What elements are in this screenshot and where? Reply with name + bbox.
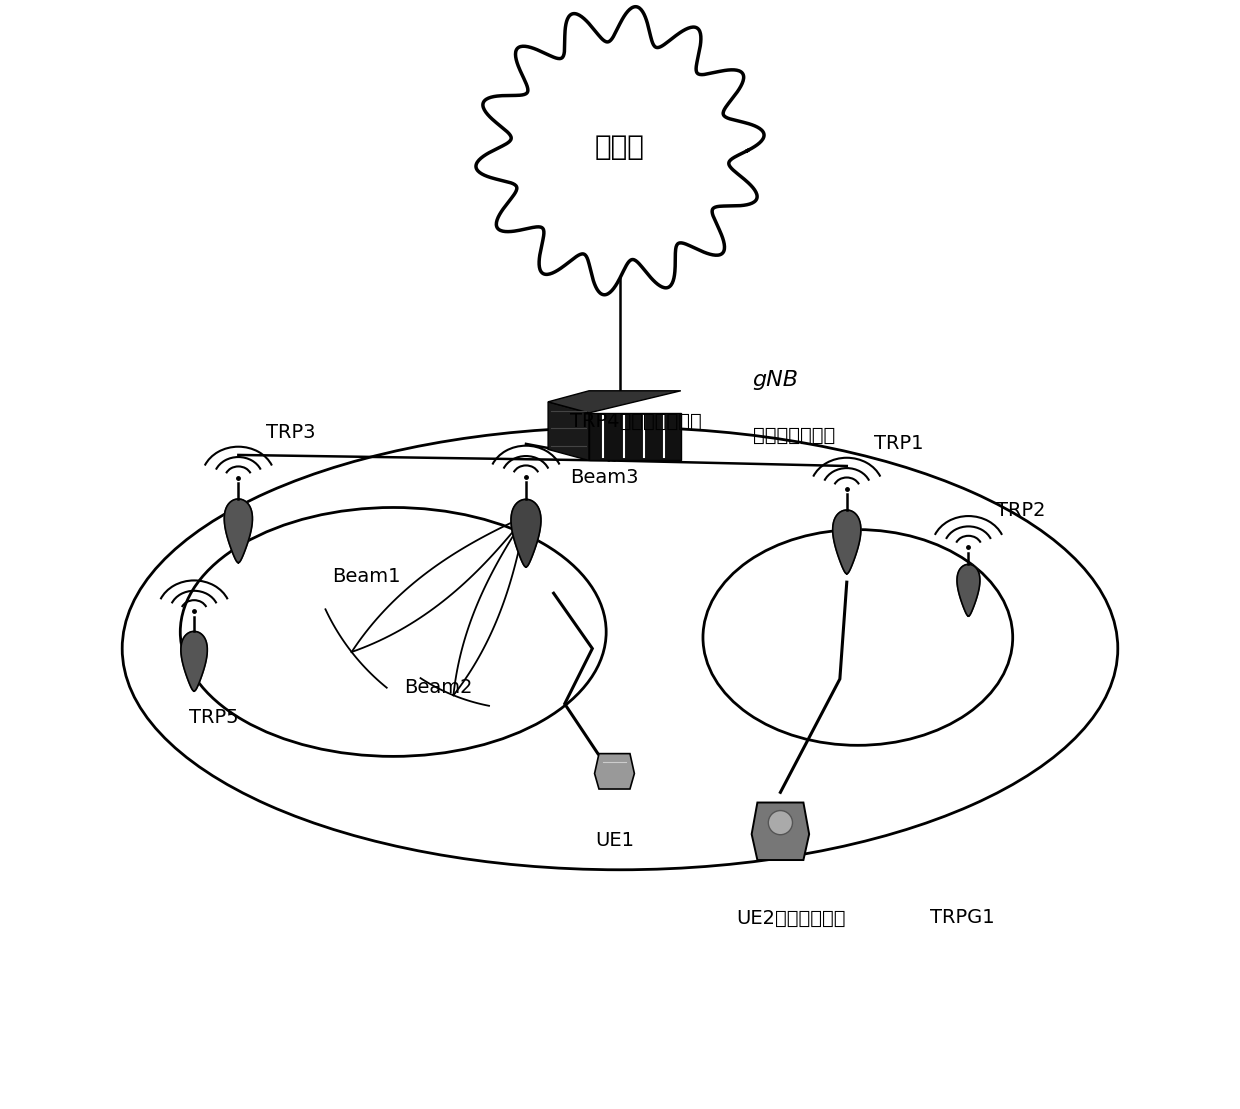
- Text: TRPG1: TRPG1: [930, 908, 994, 927]
- Polygon shape: [957, 564, 980, 617]
- Polygon shape: [548, 401, 589, 460]
- Text: TRP3: TRP3: [267, 424, 315, 442]
- Polygon shape: [224, 499, 253, 562]
- Polygon shape: [548, 390, 681, 413]
- Text: 核心网: 核心网: [595, 133, 645, 162]
- Text: Beam2: Beam2: [404, 678, 472, 696]
- Polygon shape: [476, 7, 764, 295]
- Polygon shape: [751, 803, 810, 861]
- Text: TRP1: TRP1: [874, 435, 924, 454]
- Text: （下一代基站）: （下一代基站）: [753, 426, 835, 445]
- Text: Beam1: Beam1: [332, 567, 401, 587]
- Circle shape: [769, 811, 792, 835]
- Polygon shape: [511, 499, 541, 567]
- Polygon shape: [833, 510, 861, 573]
- Text: TRP4（传输接收点）: TRP4（传输接收点）: [570, 413, 702, 431]
- Polygon shape: [594, 754, 635, 788]
- Polygon shape: [589, 413, 681, 460]
- Text: gNB: gNB: [753, 369, 799, 389]
- Polygon shape: [181, 631, 207, 691]
- Text: TRP2: TRP2: [996, 501, 1045, 520]
- Text: Beam3: Beam3: [570, 468, 639, 487]
- Text: TRP5: TRP5: [188, 708, 238, 726]
- Text: UE1: UE1: [595, 831, 634, 851]
- Text: UE2（用户设备）: UE2（用户设备）: [737, 908, 846, 927]
